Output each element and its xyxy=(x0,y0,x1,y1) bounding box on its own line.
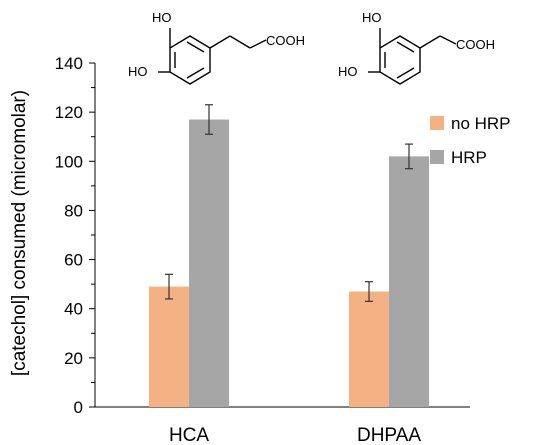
dhpaa-hydroxyl-left: HO xyxy=(338,64,358,79)
legend-label: no HRP xyxy=(451,114,511,133)
y-tick-label: 20 xyxy=(64,349,83,368)
bar-hca-no-hrp xyxy=(149,286,189,407)
structure-dhpaa xyxy=(368,28,457,85)
hca-acid-group: COOH xyxy=(266,33,305,48)
bar-dhpaa-no-hrp xyxy=(349,291,389,407)
x-tick-label: DHPAA xyxy=(357,425,421,445)
x-tick-label: HCA xyxy=(169,425,209,445)
x-tick-labels: HCA DHPAA xyxy=(169,425,421,445)
y-tick-label: 40 xyxy=(64,300,83,319)
dhpaa-hydroxyl-top: HO xyxy=(362,10,382,25)
y-tick-label: 140 xyxy=(55,54,83,73)
legend-swatch xyxy=(430,150,444,164)
legend: no HRP HRP xyxy=(430,114,511,167)
structure-hca xyxy=(158,28,267,85)
y-tick-label: 120 xyxy=(55,103,83,122)
y-tick-label: 60 xyxy=(64,251,83,270)
y-tick-label: 0 xyxy=(74,398,83,417)
hca-hydroxyl-left: HO xyxy=(128,64,148,79)
legend-label: HRP xyxy=(451,148,487,167)
bar-dhpaa-hrp xyxy=(389,156,429,407)
y-tick-label: 100 xyxy=(55,152,83,171)
dhpaa-acid-group: COOH xyxy=(456,37,495,52)
bars xyxy=(149,119,429,407)
y-ticks: 0 20 40 60 80 100 120 140 xyxy=(55,54,95,417)
hca-hydroxyl-top: HO xyxy=(152,10,172,25)
bar-hca-hrp xyxy=(189,119,229,407)
error-bars xyxy=(165,104,413,302)
legend-swatch xyxy=(430,116,444,130)
y-tick-label: 80 xyxy=(64,201,83,220)
y-axis-title: [catechol] consumed (micromolar) xyxy=(9,90,30,376)
